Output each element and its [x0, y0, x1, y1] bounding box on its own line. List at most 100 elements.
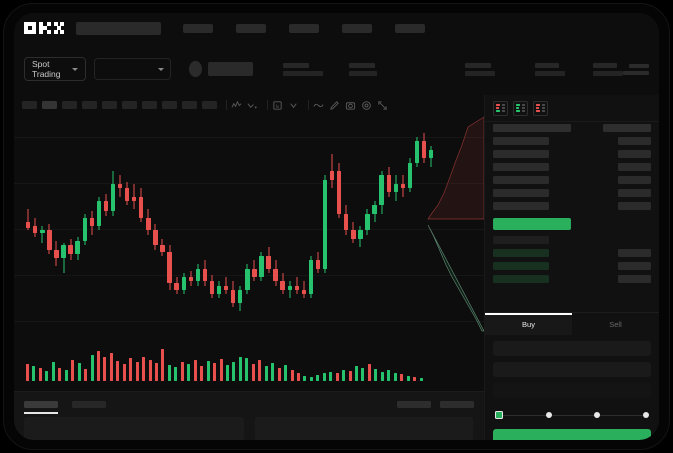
candle: [365, 115, 370, 333]
trading-mode-selector[interactable]: Spot Trading: [24, 57, 86, 81]
toolbar-divider: [308, 100, 309, 110]
slider-step-1[interactable]: [545, 412, 552, 418]
amount-slider[interactable]: [485, 408, 659, 422]
tab-buy[interactable]: Buy: [485, 313, 572, 335]
timeframe-2[interactable]: [62, 101, 77, 109]
orderbook-bids-icon[interactable]: [513, 101, 528, 116]
nav-item-0[interactable]: [183, 23, 213, 33]
orders-card-0[interactable]: [24, 417, 244, 440]
orderbook-bid-row[interactable]: [493, 249, 549, 257]
orderbook-asks-icon[interactable]: [533, 101, 548, 116]
orders-actions: [397, 401, 474, 408]
candle: [400, 115, 406, 333]
candle: [54, 115, 59, 333]
candle: [146, 115, 151, 333]
slider-step-2[interactable]: [594, 412, 601, 418]
volume-bar: [380, 371, 384, 381]
orderbook-bid-row[interactable]: [493, 236, 549, 244]
orderbook-rows[interactable]: [485, 121, 659, 312]
okx-logo[interactable]: [24, 22, 64, 34]
orders-card-1[interactable]: [255, 417, 473, 440]
templates-icon[interactable]: fx: [272, 100, 283, 111]
nav-item-4[interactable]: [395, 23, 425, 33]
price-chart[interactable]: [14, 115, 484, 333]
volume-bar: [213, 363, 217, 381]
svg-text:fx: fx: [276, 103, 280, 108]
volume-bar: [167, 365, 171, 381]
pencil-icon[interactable]: [329, 100, 340, 111]
volume-bar: [180, 362, 184, 381]
submit-order-button[interactable]: [493, 429, 651, 440]
market-stat-0: [283, 62, 323, 76]
gridline: [14, 229, 484, 230]
orderbook-ask-amount: [618, 176, 651, 184]
fullscreen-icon[interactable]: [377, 100, 388, 111]
candle: [223, 115, 229, 333]
orderbook-ask-row[interactable]: [493, 150, 549, 158]
chart-type-icon[interactable]: [288, 100, 299, 111]
orders-tab-1[interactable]: [72, 401, 106, 408]
volume-bar: [387, 369, 391, 381]
timeframe-9[interactable]: [202, 101, 217, 109]
nav-item-1[interactable]: [236, 23, 266, 33]
top-navigation-bar: [14, 13, 659, 43]
orders-tab-label: [24, 401, 58, 408]
orderbook-last-price[interactable]: [493, 218, 571, 230]
volume-bar: [71, 360, 75, 381]
orderbook-ask-row[interactable]: [493, 176, 549, 184]
order-price-field[interactable]: [493, 341, 651, 356]
candle: [153, 115, 158, 333]
orderbook-ask-row[interactable]: [493, 137, 549, 145]
volume-chart[interactable]: [14, 333, 484, 391]
timeframe-3[interactable]: [82, 101, 97, 109]
candle: [407, 115, 413, 333]
volume-bar: [200, 365, 204, 381]
candle: [82, 115, 87, 333]
orderbook-ask-row[interactable]: [493, 163, 549, 171]
timeframe-8[interactable]: [182, 101, 197, 109]
slider-step-3[interactable]: [643, 412, 650, 418]
volume-bar: [32, 365, 36, 381]
timeframe-7[interactable]: [162, 101, 177, 109]
timeframe-0[interactable]: [22, 101, 37, 109]
pair-selector[interactable]: [93, 58, 172, 80]
timeframe-5[interactable]: [122, 101, 137, 109]
volume-bar: [393, 372, 397, 381]
candle: [294, 115, 299, 333]
orders-tab-0[interactable]: [24, 401, 58, 414]
orders-action-0[interactable]: [397, 401, 431, 408]
orderbook-ask-row[interactable]: [493, 202, 549, 210]
timeframe-1[interactable]: [42, 101, 57, 109]
volume-bar: [232, 362, 236, 381]
orderbook-column-header-amount: [603, 124, 651, 132]
candle: [273, 115, 278, 333]
volume-bar: [335, 372, 339, 381]
volume-bar: [264, 365, 268, 381]
slider-step-0[interactable]: [495, 411, 503, 419]
timeframe-4[interactable]: [102, 101, 117, 109]
order-amount-field[interactable]: [493, 362, 651, 377]
candle: [174, 115, 179, 333]
market-stat-3: [535, 62, 565, 76]
compare-icon[interactable]: [247, 100, 258, 111]
line-chart-icon[interactable]: [313, 100, 324, 111]
orderbook-both-icon[interactable]: [493, 101, 508, 116]
volume-bar: [400, 374, 404, 381]
nav-item-2[interactable]: [289, 23, 319, 33]
orders-action-1[interactable]: [440, 401, 474, 408]
orderbook-ask-row[interactable]: [493, 189, 549, 197]
orderbook-bid-row[interactable]: [493, 275, 549, 283]
volume-bar: [90, 354, 94, 381]
header-menu-button[interactable]: [623, 63, 649, 75]
nav-item-3[interactable]: [342, 23, 372, 33]
camera-icon[interactable]: [345, 100, 356, 111]
volume-bar: [342, 369, 346, 381]
order-total-field[interactable]: [493, 383, 651, 398]
settings-icon[interactable]: [361, 100, 372, 111]
timeframe-6[interactable]: [142, 101, 157, 109]
global-search-input[interactable]: [76, 21, 161, 35]
volume-bar: [290, 369, 294, 381]
orderbook-bid-row[interactable]: [493, 262, 549, 270]
indicator-icon[interactable]: [231, 100, 242, 111]
tab-sell[interactable]: Sell: [609, 320, 622, 329]
